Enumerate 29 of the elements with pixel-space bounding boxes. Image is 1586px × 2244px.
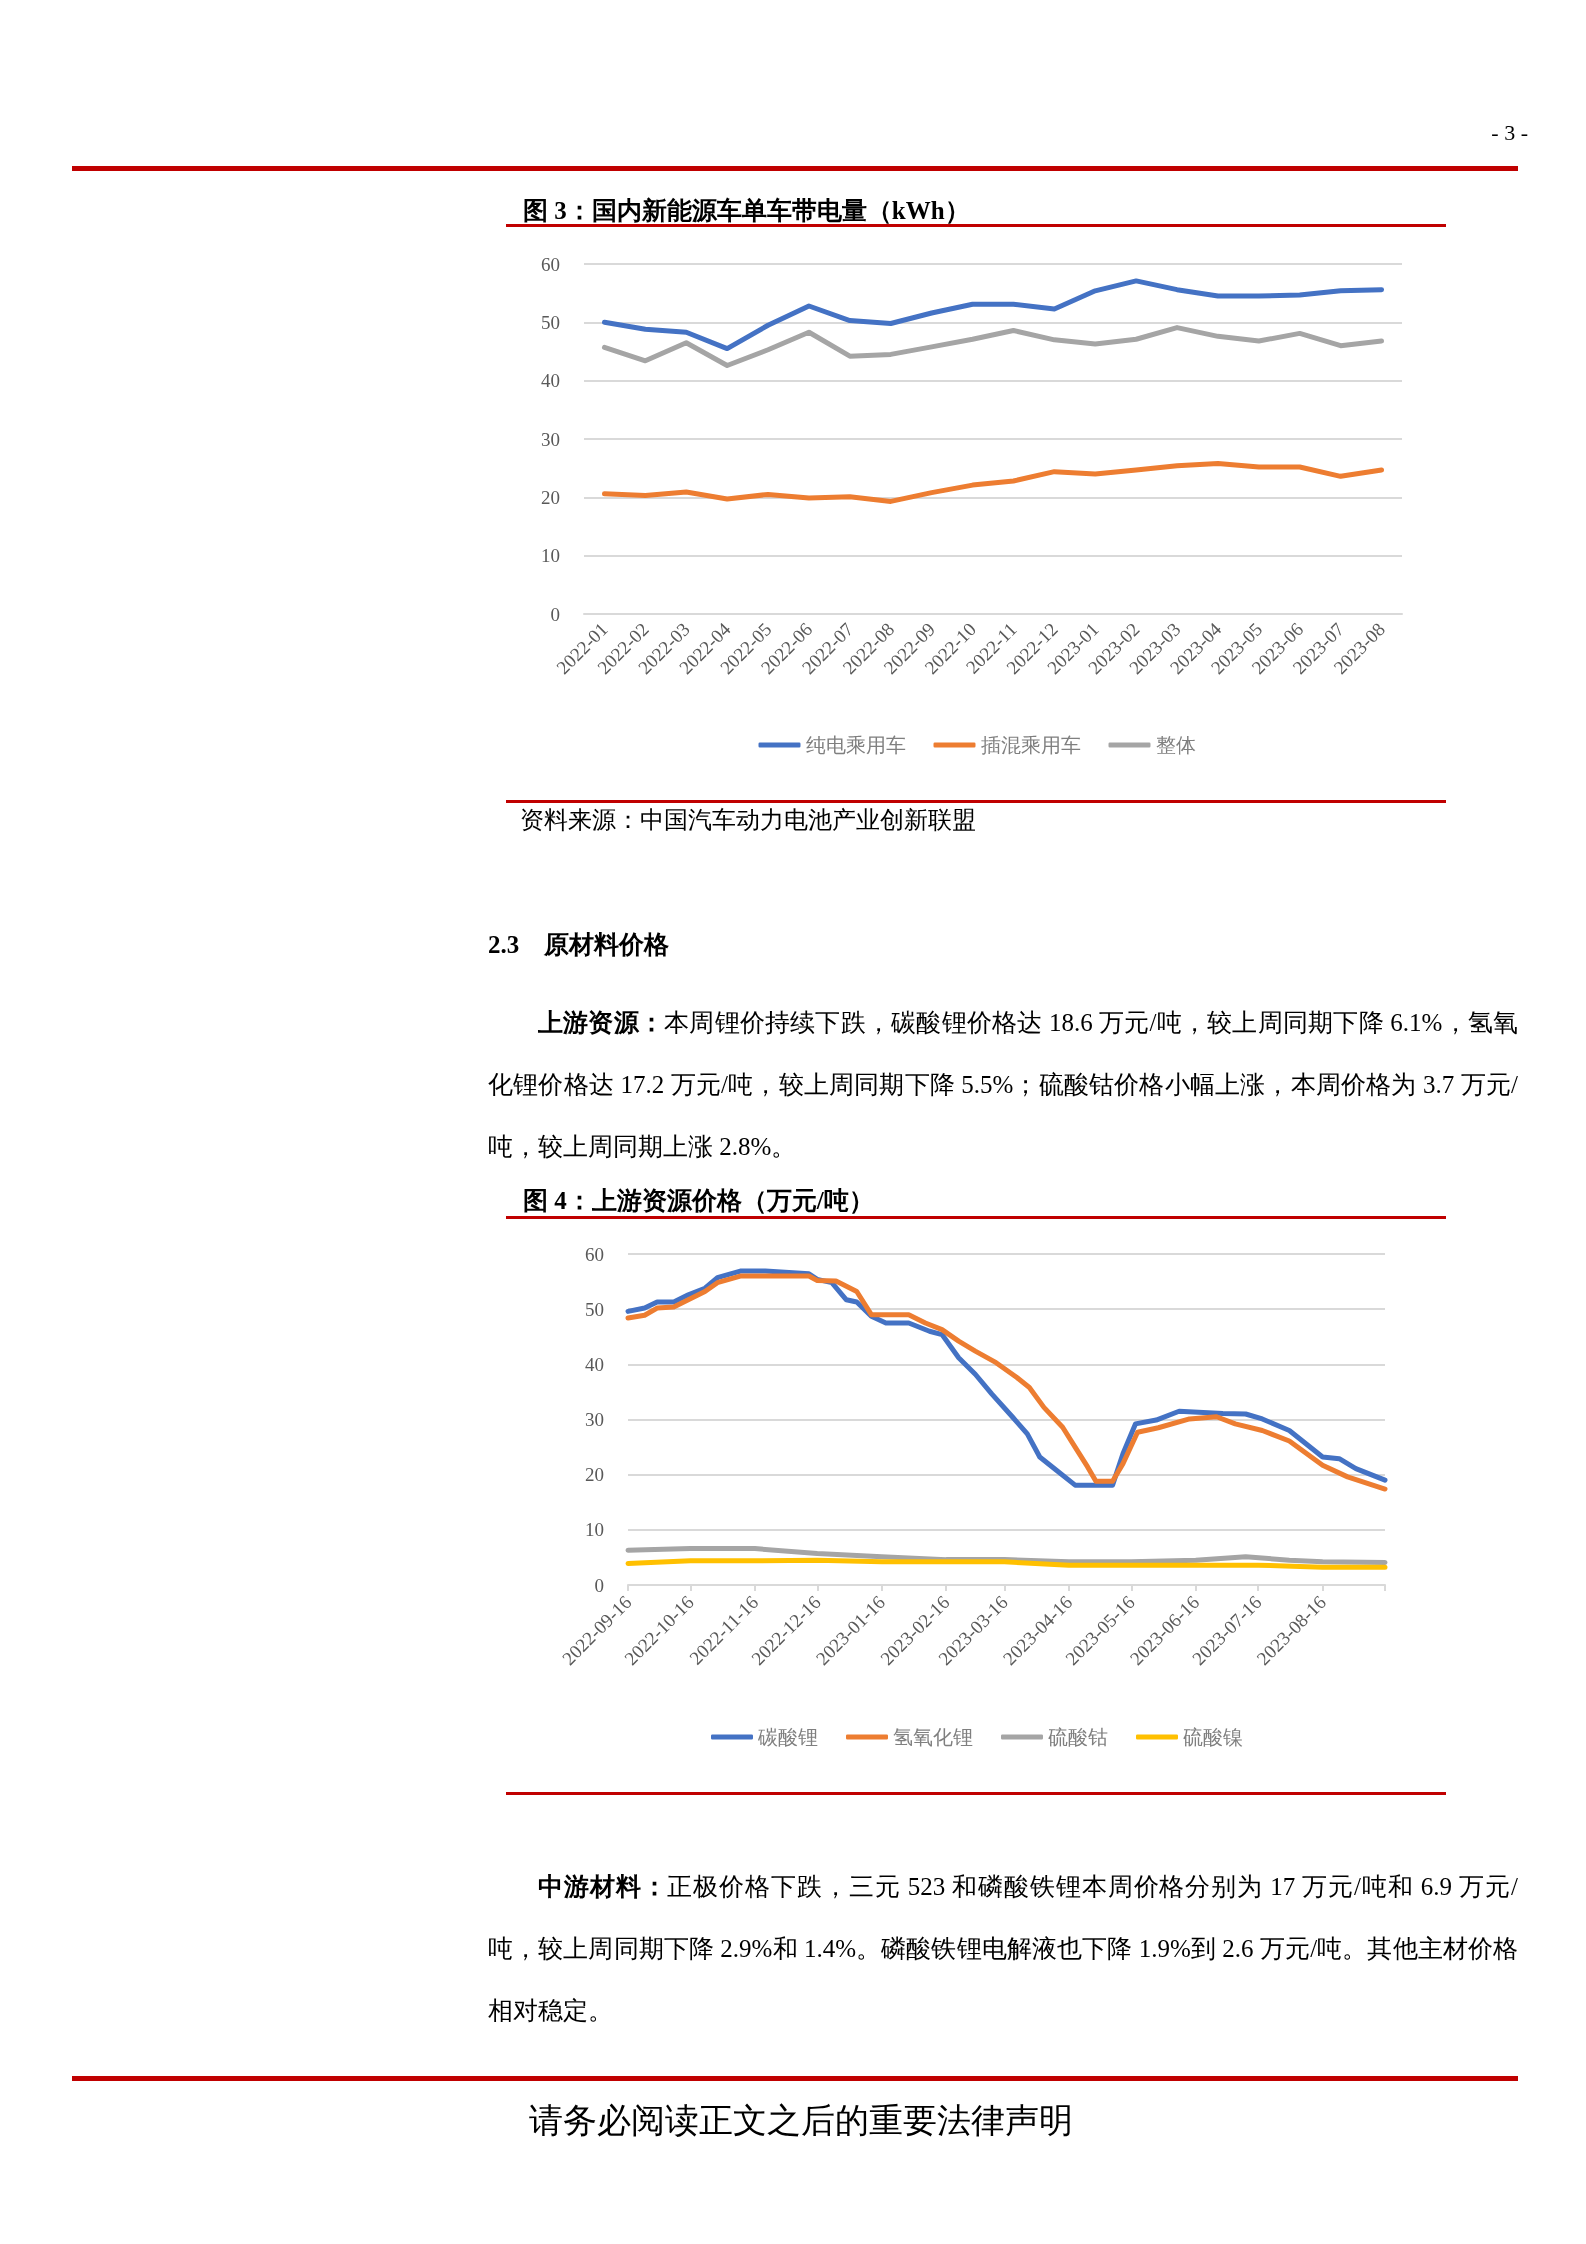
chart-title: 图 3：国内新能源车单车带电量（kWh） bbox=[523, 196, 970, 226]
legend-label: 硫酸钴 bbox=[1048, 1726, 1108, 1748]
text: 资料来源：中国汽车动力电池产业创新联盟 bbox=[520, 806, 977, 835]
chart-title: 图 4：上游资源价格（万元/吨） bbox=[523, 1186, 874, 1216]
y-tick-label: 60 bbox=[585, 1243, 604, 1265]
legend-label: 整体 bbox=[1155, 734, 1196, 756]
y-tick-label: 10 bbox=[585, 1519, 604, 1541]
y-tick-label: 20 bbox=[541, 486, 560, 508]
y-tick-label: 50 bbox=[541, 311, 560, 333]
text: 上游资源：本周锂价持续下跌，碳酸锂价格达 18.6 万元/吨，较上周同期下降 6.1%，氢氧化锂价格达 17.2 万元/吨，较上周同期下降 5.5%；硫酸钴价格小幅上涨，本周价格为 3.7 万元/吨，较上周同期上涨 2.8%。 bbox=[488, 1009, 1519, 1160]
text: 请务必阅读正文之后的重要法律声明 bbox=[528, 2101, 1074, 2141]
text: 2.3 原材料价格 bbox=[488, 930, 671, 960]
legend-label: 插混乘用车 bbox=[980, 734, 1081, 756]
y-tick-label: 30 bbox=[541, 428, 560, 450]
y-tick-label: 60 bbox=[541, 253, 560, 275]
text: 中游材料：正极价格下跌，三元 523 和磷酸铁锂本周价格分别为 17 万元/吨和 6.9 万元/吨，较上周同期下降 2.9%和 1.4%。磷酸铁锂电解液也下降 1.9%到 2.6 万元/吨。其他主材价格相对稳定。 bbox=[488, 1873, 1518, 2024]
y-tick-label: 20 bbox=[585, 1464, 604, 1486]
y-tick-label: 30 bbox=[585, 1409, 604, 1430]
y-tick-label: 40 bbox=[585, 1353, 604, 1375]
legend-label: 碳酸锂 bbox=[757, 1726, 818, 1748]
y-tick-label: 50 bbox=[585, 1298, 604, 1320]
legend-label: 硫酸镍 bbox=[1183, 1726, 1243, 1748]
y-tick-label: 40 bbox=[541, 370, 560, 392]
legend-label: 氢氧化锂 bbox=[893, 1726, 973, 1748]
text: - 3 - bbox=[1490, 120, 1528, 146]
y-tick-label: 0 bbox=[550, 603, 560, 625]
y-tick-label: 10 bbox=[541, 545, 560, 567]
y-tick-label: 0 bbox=[594, 1574, 604, 1596]
legend-label: 纯电乘用车 bbox=[805, 734, 906, 756]
